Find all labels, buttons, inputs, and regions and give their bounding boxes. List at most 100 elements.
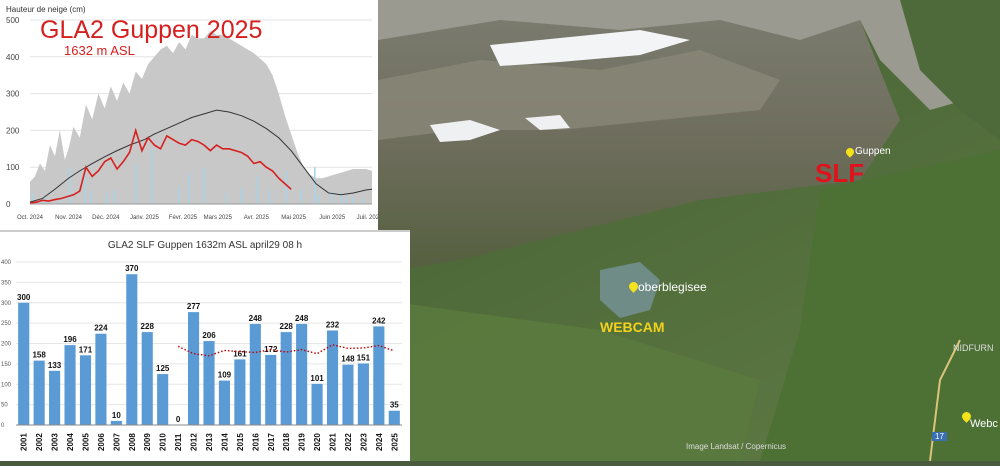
webcam-map-label: WEBCAM bbox=[600, 319, 665, 335]
year-bar bbox=[342, 364, 354, 425]
x-tick-label: 2019 bbox=[298, 433, 307, 451]
year-bar bbox=[33, 360, 45, 425]
snowfall-bar bbox=[31, 192, 34, 204]
year-bar bbox=[64, 345, 76, 425]
snowfall-bar bbox=[346, 196, 348, 204]
x-tick-label: 2006 bbox=[97, 433, 106, 451]
snowfall-bar bbox=[256, 176, 259, 204]
bar-value-label: 158 bbox=[32, 351, 46, 360]
year-bar bbox=[49, 370, 61, 425]
yearly-snow-bar-chart-panel: 0 50 100 150 200 250 300 350 400 GLA2 SLF Guppen … bbox=[0, 230, 410, 461]
x-tick-label: Mai 2025 bbox=[281, 215, 306, 221]
year-bar bbox=[296, 323, 308, 425]
x-tick-label: 2018 bbox=[282, 433, 291, 451]
y-tick-label: 100 bbox=[1, 382, 12, 388]
year-bar bbox=[141, 332, 153, 425]
bar-value-label: 161 bbox=[233, 349, 247, 358]
chart-title: GLA2 SLF Guppen 1632m ASL april29 08 h bbox=[108, 240, 302, 251]
year-bar bbox=[265, 354, 277, 425]
x-tick-label: 2001 bbox=[20, 433, 29, 451]
y-tick-label: 400 bbox=[6, 53, 20, 62]
x-tick-label: 2010 bbox=[159, 433, 168, 451]
x-tick-label: 2009 bbox=[143, 433, 152, 451]
snowfall-bar bbox=[83, 170, 86, 204]
slf-map-label: SLF bbox=[815, 158, 865, 188]
year-bar bbox=[234, 359, 246, 425]
x-tick-label: Déc. 2024 bbox=[92, 215, 120, 221]
bar-value-label: 35 bbox=[390, 401, 399, 410]
y-tick-label: 150 bbox=[1, 362, 12, 368]
bar-value-label: 125 bbox=[156, 364, 170, 373]
year-bar bbox=[95, 333, 107, 425]
y-tick-label: 500 bbox=[6, 16, 20, 25]
webcam-right-map-label: Webc bbox=[970, 418, 998, 430]
x-tick-label: 2021 bbox=[329, 433, 338, 451]
snowfall-bar bbox=[60, 200, 62, 204]
snowfall-bar bbox=[267, 189, 270, 204]
snowfall-bar bbox=[188, 172, 190, 204]
snowfall-bar bbox=[352, 196, 355, 204]
bar-value-label: 133 bbox=[48, 361, 62, 370]
year-bar bbox=[357, 363, 369, 425]
y-axis-label: Hauteur de neige (cm) bbox=[6, 5, 86, 14]
y-tick-label: 300 bbox=[6, 90, 20, 99]
year-bar bbox=[311, 383, 323, 425]
y-tick-label: 0 bbox=[1, 423, 5, 429]
x-tick-label: Juil. 2025 bbox=[357, 215, 378, 221]
x-tick-label: 2005 bbox=[81, 433, 90, 451]
x-tick-label: Nov. 2024 bbox=[55, 215, 83, 221]
x-tick-label: Oct. 2024 bbox=[17, 215, 44, 221]
snowfall-bar bbox=[178, 187, 181, 204]
y-tick-label: 200 bbox=[6, 126, 20, 135]
x-tick-label: 2020 bbox=[313, 433, 322, 451]
bar-value-label: 0 bbox=[176, 415, 181, 424]
year-bar bbox=[79, 355, 92, 425]
y-tick-label: 0 bbox=[6, 200, 11, 209]
year-bar bbox=[326, 330, 339, 425]
year-bar bbox=[110, 420, 122, 425]
y-tick-label: 350 bbox=[1, 280, 12, 286]
snowfall-bar bbox=[151, 148, 153, 204]
snowfall-bar bbox=[68, 167, 71, 204]
x-tick-label: 2017 bbox=[267, 433, 276, 451]
bar-value-label: 232 bbox=[326, 320, 340, 329]
year-bar bbox=[157, 374, 169, 425]
x-tick-label: 2015 bbox=[236, 433, 245, 451]
max-range-band bbox=[30, 31, 372, 204]
snowfall-bar bbox=[106, 192, 108, 204]
snowfall-bar bbox=[225, 192, 228, 204]
x-tick-label: 2022 bbox=[344, 433, 353, 451]
snow-depth-chart: 0 100 200 300 400 500 Oct. 2024 Nov. 2024 Déc. 2… bbox=[6, 5, 383, 221]
trend-dotted-line bbox=[177, 343, 395, 357]
y-tick-label: 300 bbox=[1, 301, 12, 307]
road-sign-badge: 17 bbox=[932, 432, 947, 441]
year-bar bbox=[18, 302, 30, 425]
bar-value-label: 109 bbox=[218, 371, 232, 380]
y-tick-label: 200 bbox=[1, 342, 12, 348]
year-bar bbox=[249, 323, 261, 425]
x-tick-label: 2002 bbox=[35, 433, 44, 451]
bar-value-label: 370 bbox=[125, 264, 139, 273]
bar-value-label: 248 bbox=[295, 314, 309, 323]
bar-value-label: 228 bbox=[280, 322, 294, 331]
snowfall-bar bbox=[331, 191, 334, 204]
guppen-map-label: Guppen bbox=[855, 146, 891, 157]
snowfall-bar bbox=[340, 192, 342, 204]
bar-value-label: 242 bbox=[372, 316, 386, 325]
year-bar bbox=[188, 312, 200, 425]
snowfall-bar bbox=[285, 170, 287, 204]
snowfall-bar bbox=[240, 187, 243, 204]
bar-value-label: 300 bbox=[17, 293, 31, 302]
x-tick-label: 2011 bbox=[174, 433, 183, 451]
year-bar bbox=[388, 410, 400, 425]
bar-value-label: 277 bbox=[187, 302, 201, 311]
y-tick-label: 400 bbox=[1, 260, 12, 266]
village-map-label: NIDFURN bbox=[953, 343, 994, 353]
x-tick-label: 2014 bbox=[220, 433, 229, 451]
snowfall-bar bbox=[113, 189, 116, 204]
bar-value-label: 171 bbox=[79, 345, 93, 354]
map-copyright: Image Landsat / Copernicus bbox=[686, 442, 787, 451]
year-bar bbox=[280, 332, 292, 425]
lake-map-label: oberblegisee bbox=[638, 280, 707, 294]
